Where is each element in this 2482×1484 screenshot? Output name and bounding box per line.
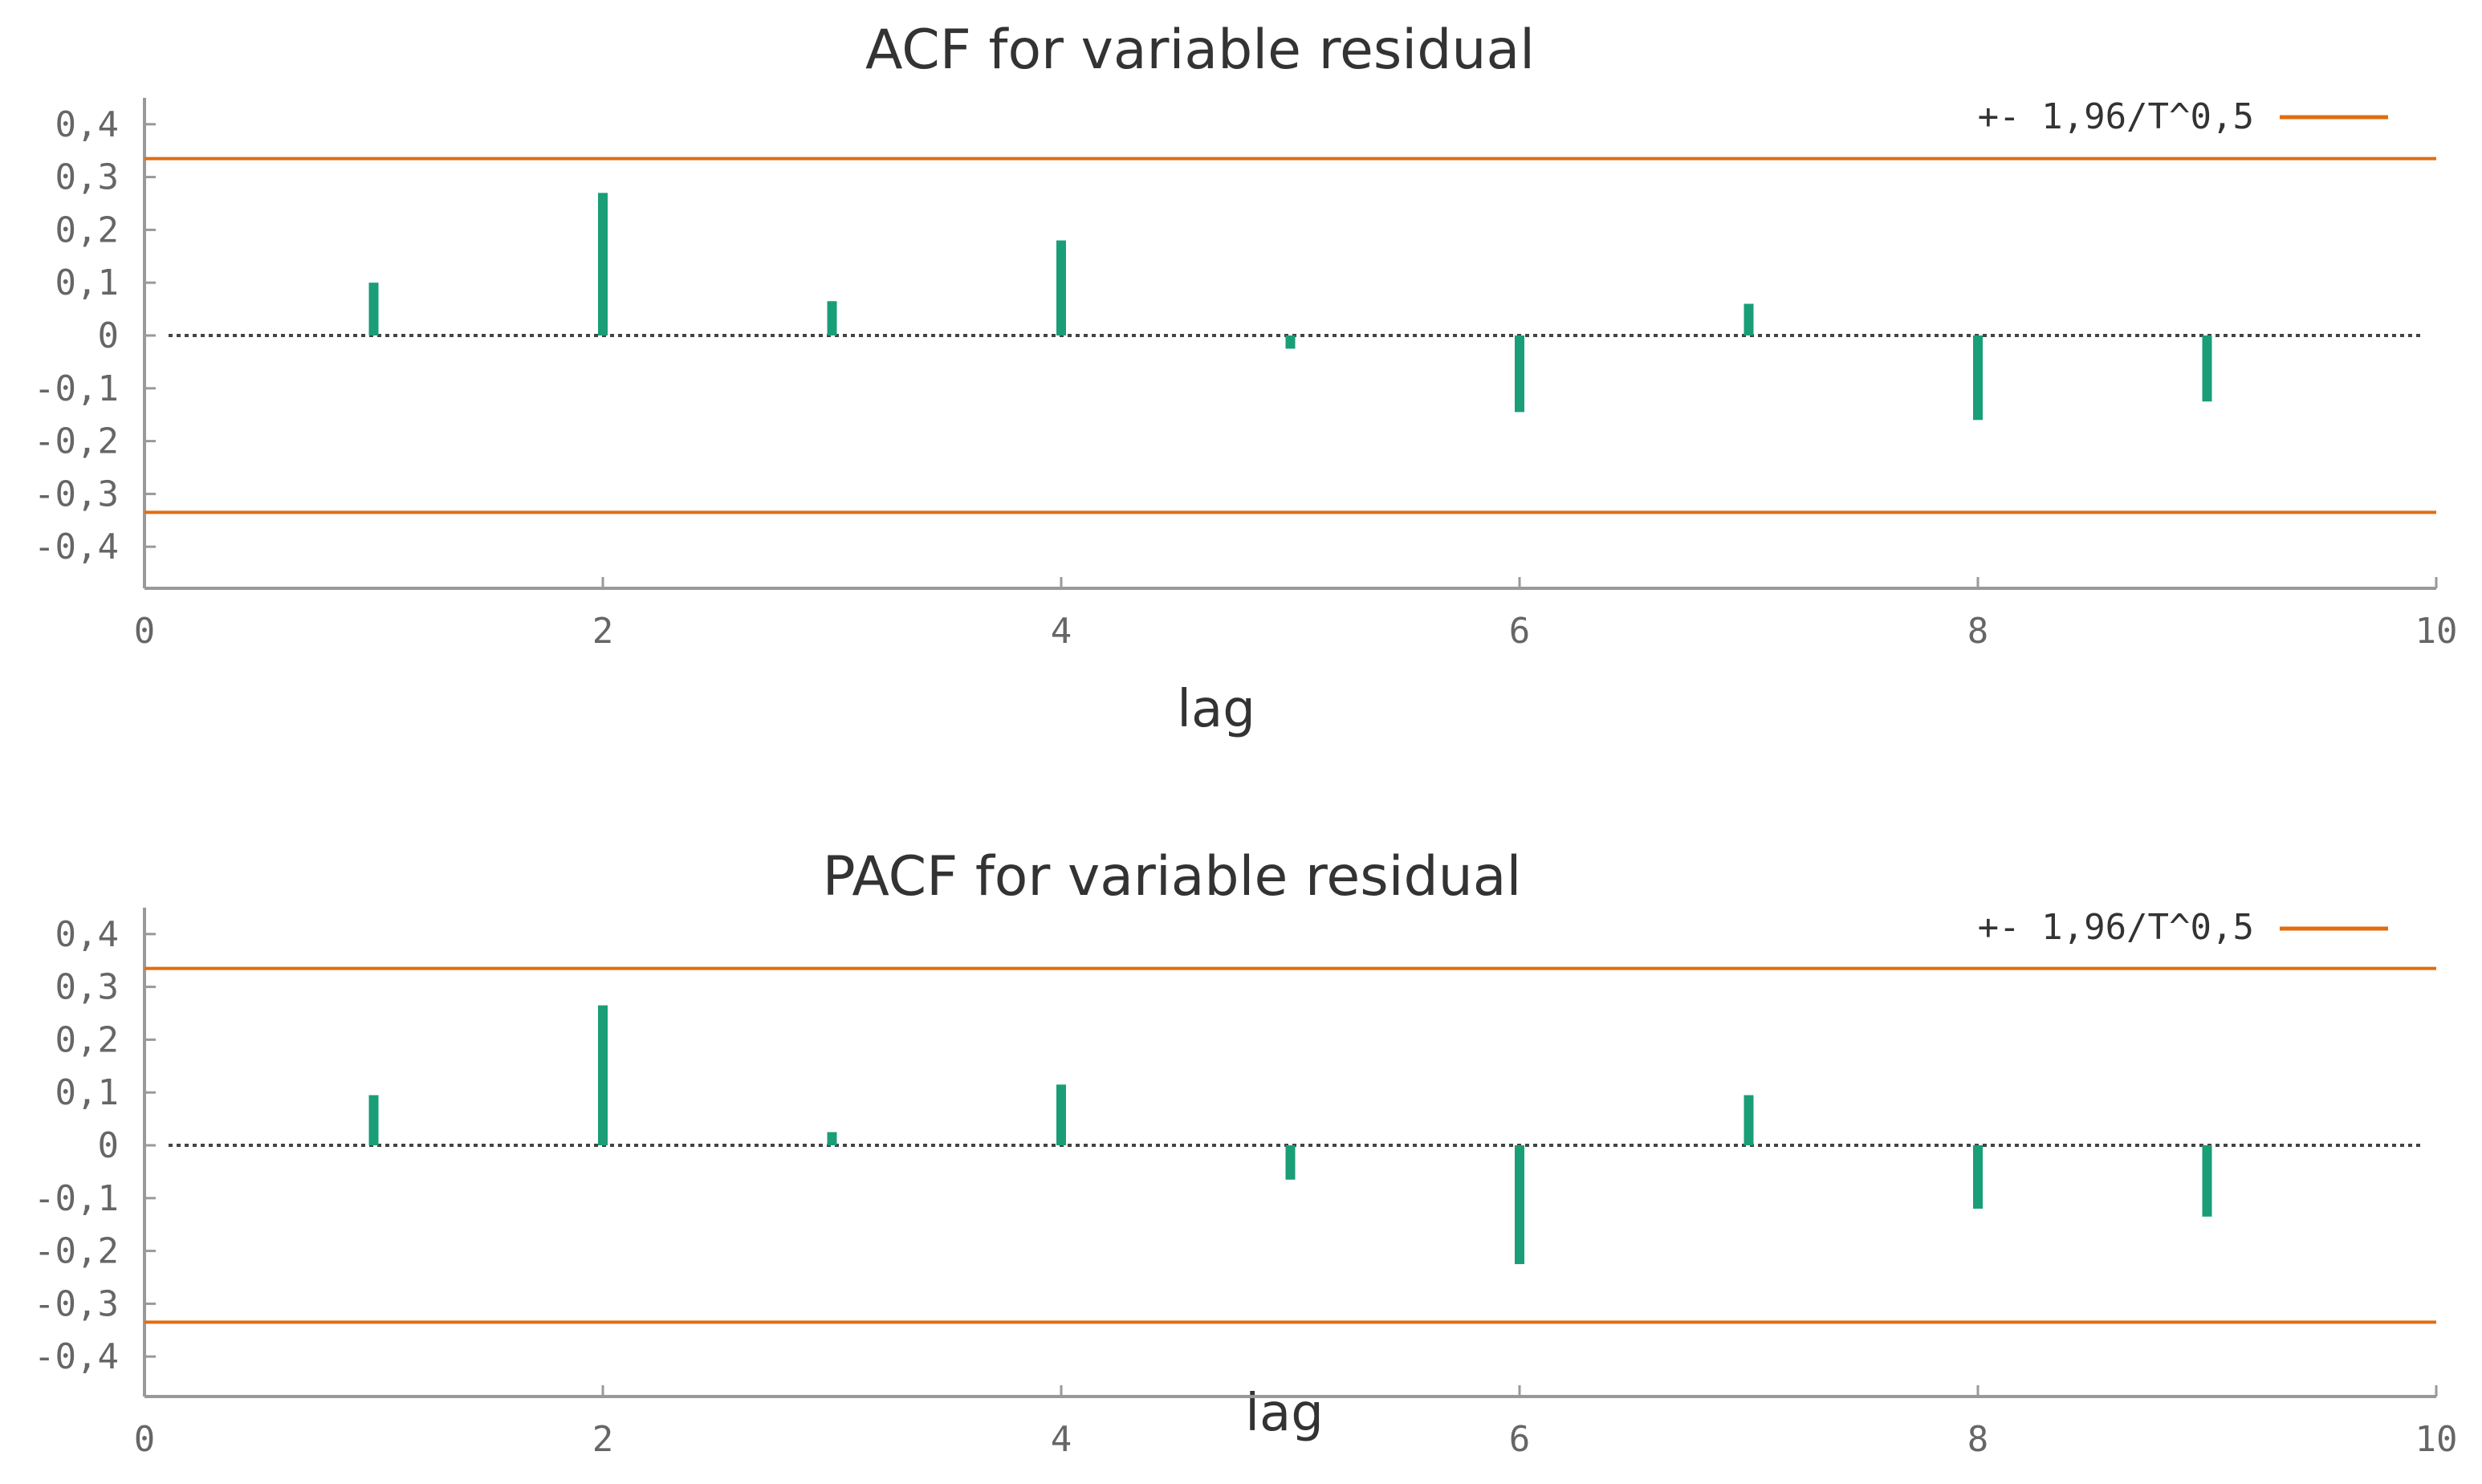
pacf-y-tick-label: -0,4 — [34, 1336, 119, 1377]
acf-bar-lag-2 — [598, 193, 608, 335]
pacf-chart: PACF for variable residual lag +- 1,96/T… — [34, 845, 2457, 1460]
pacf-x-tick-label: 0 — [134, 1419, 156, 1460]
acf-x-tick-label: 2 — [592, 611, 614, 652]
acf-y-tick-label: -0,4 — [34, 527, 119, 567]
pacf-y-tick-label: -0,3 — [34, 1283, 119, 1324]
acf-x-tick-label: 10 — [2415, 611, 2458, 652]
acf-y-tick-label: -0,1 — [34, 368, 119, 409]
pacf-y-tick-label: 0,4 — [55, 914, 119, 955]
acf-bar-lag-3 — [827, 301, 837, 335]
acf-bar-lag-5 — [1285, 335, 1296, 349]
acf-y-tick-label: 0 — [98, 315, 120, 356]
acf-x-tick-label: 8 — [1967, 611, 1989, 652]
acf-bar-lag-6 — [1515, 335, 1524, 413]
pacf-y-tick-label: 0,2 — [55, 1019, 119, 1060]
pacf-x-tick-label: 8 — [1967, 1419, 1989, 1460]
pacf-bar-lag-9 — [2202, 1145, 2212, 1217]
pacf-legend-label: +- 1,96/T^0,5 — [1978, 907, 2254, 948]
pacf-bar-lag-8 — [1973, 1145, 1983, 1209]
pacf-bar-lag-5 — [1285, 1145, 1296, 1180]
acf-xlabel: lag — [1177, 680, 1255, 739]
acf-bar-lag-9 — [2202, 335, 2212, 402]
pacf-y-tick-label: -0,2 — [34, 1231, 119, 1272]
pacf-x-tick-label: 4 — [1051, 1419, 1072, 1460]
pacf-bar-lag-4 — [1056, 1084, 1066, 1145]
acf-title: ACF for variable residual — [865, 18, 1535, 82]
pacf-y-tick-label: -0,1 — [34, 1178, 119, 1219]
pacf-bar-lag-7 — [1744, 1095, 1754, 1145]
pacf-xlabel: lag — [1245, 1384, 1324, 1443]
acf-y-tick-label: -0,2 — [34, 421, 119, 462]
acf-bar-lag-4 — [1056, 240, 1066, 335]
pacf-y-tick-label: 0 — [98, 1125, 120, 1166]
pacf-marks: 0,4 0,3 0,2 0,1 0 -0,1 -0,2 -0,3 -0,4 0 2 4 6 8 10 — [34, 907, 2458, 1460]
acf-bar-lag-8 — [1973, 335, 1983, 421]
pacf-x-tick-label: 2 — [592, 1419, 614, 1460]
pacf-title: PACF for variable residual — [823, 845, 1522, 909]
pacf-bar-lag-6 — [1515, 1145, 1524, 1265]
acf-y-tick-label: 0,3 — [55, 157, 119, 198]
acf-y-tick-label: 0,4 — [55, 104, 119, 145]
acf-legend-label: +- 1,96/T^0,5 — [1978, 96, 2254, 137]
acf-chart: ACF for variable residual lag +- 1,96/T^… — [34, 18, 2457, 739]
acf-bar-lag-7 — [1744, 303, 1754, 335]
acf-y-tick-label: 0,1 — [55, 262, 119, 303]
pacf-x-tick-label: 10 — [2415, 1419, 2458, 1460]
acf-y-tick-label: 0,2 — [55, 209, 119, 250]
pacf-bar-lag-2 — [598, 1005, 608, 1145]
acf-x-tick-label: 0 — [134, 611, 156, 652]
acf-bar-lag-1 — [368, 283, 379, 335]
pacf-y-tick-label: 0,3 — [55, 967, 119, 1008]
pacf-x-tick-label: 6 — [1509, 1419, 1531, 1460]
acf-x-tick-label: 6 — [1509, 611, 1531, 652]
pacf-bar-lag-3 — [827, 1132, 837, 1145]
acf-marks: 0,4 0,3 0,2 0,1 0 -0,1 -0,2 -0,3 -0,4 0 2 4 6 8 10 — [34, 97, 2458, 652]
acf-x-tick-label: 4 — [1051, 611, 1072, 652]
pacf-bar-lag-1 — [368, 1095, 379, 1145]
acf-y-tick-label: -0,3 — [34, 474, 119, 514]
pacf-y-tick-label: 0,1 — [55, 1072, 119, 1113]
